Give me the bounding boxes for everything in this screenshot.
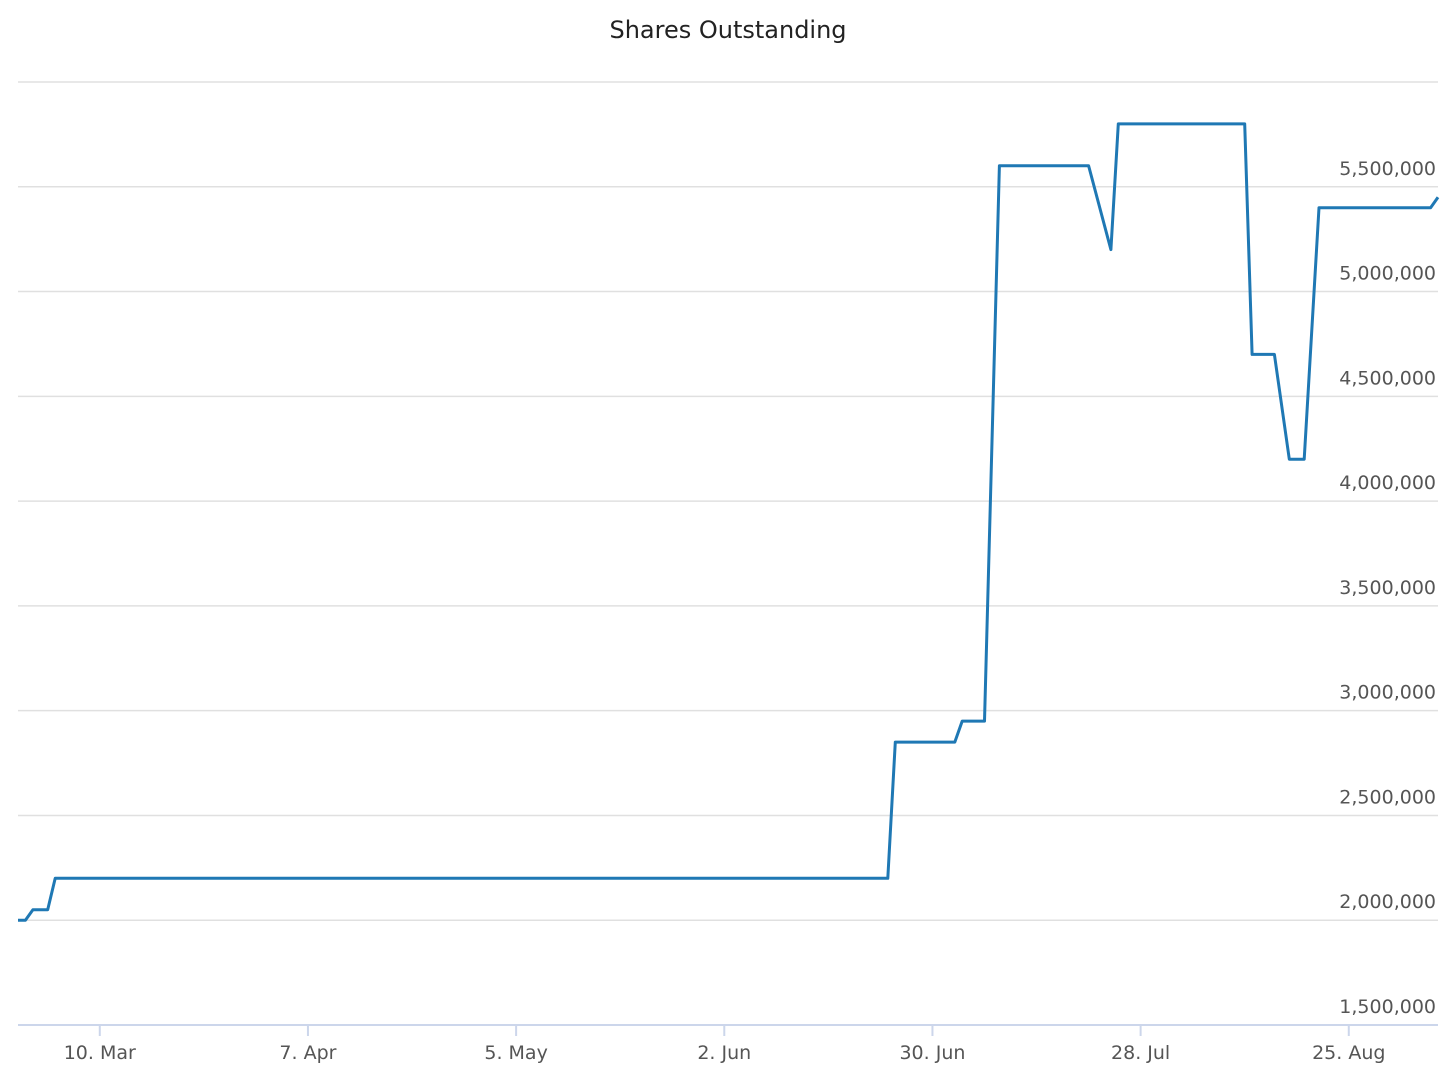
x-tick-label: 30. Jun xyxy=(899,1042,965,1064)
y-tick-label: 2,500,000 xyxy=(1339,786,1436,808)
x-tick-label: 2. Jun xyxy=(697,1042,751,1064)
y-tick-label: 2,000,000 xyxy=(1339,891,1436,913)
y-tick-label: 4,500,000 xyxy=(1339,367,1436,389)
y-tick-label: 4,000,000 xyxy=(1339,472,1436,494)
y-tick-label: 5,000,000 xyxy=(1339,263,1436,285)
y-tick-label: 3,500,000 xyxy=(1339,577,1436,599)
chart-title: Shares Outstanding xyxy=(609,16,846,44)
x-tick-label: 10. Mar xyxy=(64,1042,136,1064)
line xyxy=(18,122,1440,922)
x-tick-label: 5. May xyxy=(484,1042,547,1064)
y-tick-label: 3,000,000 xyxy=(1339,682,1436,704)
x-tick-label: 7. Apr xyxy=(279,1042,336,1064)
x-tick-label: 28. Jul xyxy=(1111,1042,1170,1064)
x-tick-label: 25. Aug xyxy=(1312,1042,1385,1064)
y-tick-label: 5,500,000 xyxy=(1339,158,1436,180)
y-tick-label: 1,500,000 xyxy=(1339,996,1436,1018)
